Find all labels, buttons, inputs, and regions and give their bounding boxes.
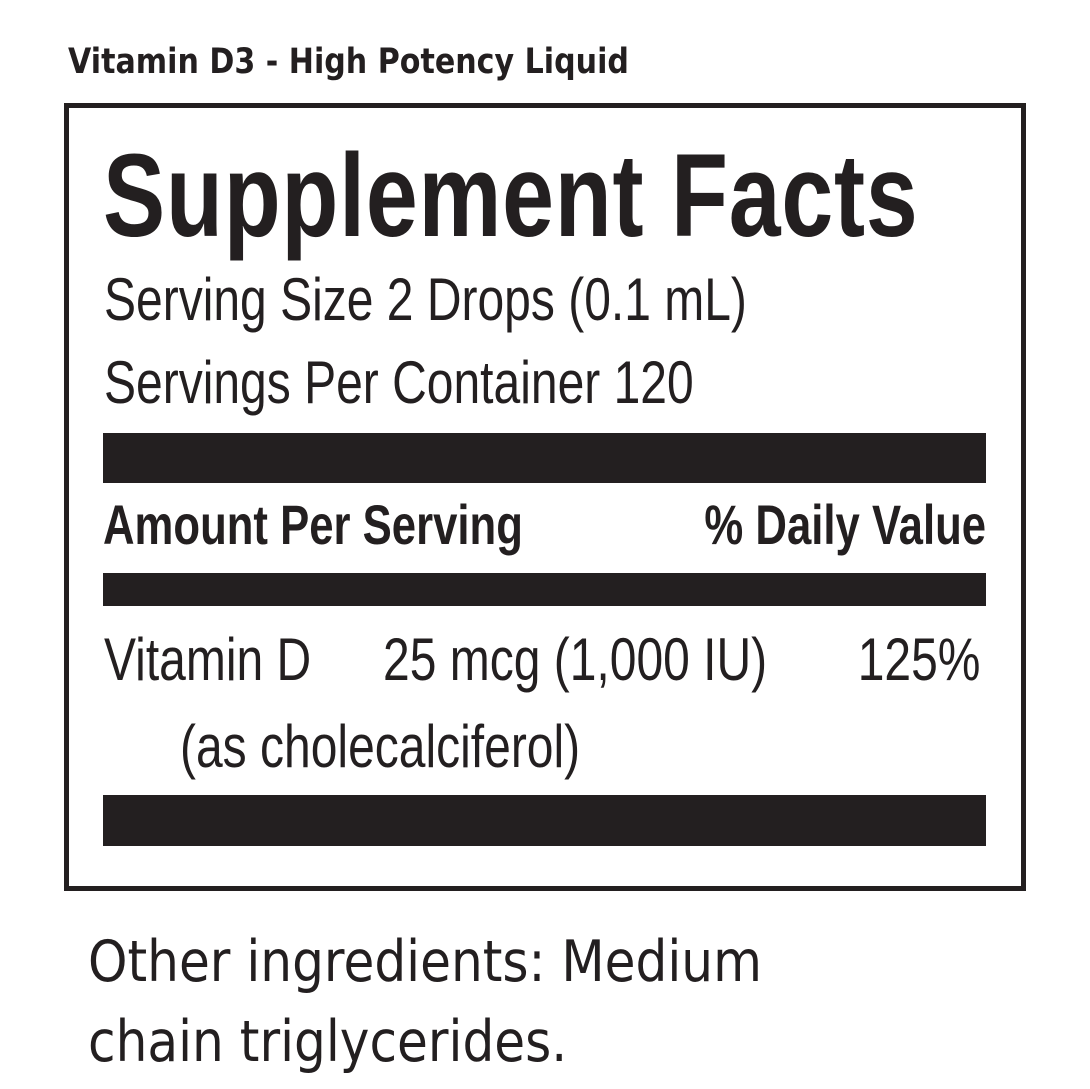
- servings-per-container: Servings Per Container 120: [104, 349, 694, 416]
- divider-bar: [103, 433, 986, 483]
- daily-value-header: % Daily Value: [704, 493, 986, 556]
- product-title: Vitamin D3 - High Potency Liquid: [68, 42, 629, 82]
- nutrient-amount: 25 mcg (1,000 IU): [383, 626, 768, 693]
- nutrient-source: (as cholecalciferol): [180, 713, 581, 780]
- amount-per-serving-header: Amount Per Serving: [103, 493, 523, 556]
- divider-bar: [103, 795, 986, 846]
- divider-bar: [103, 573, 986, 606]
- serving-size: Serving Size 2 Drops (0.1 mL): [104, 266, 747, 333]
- facts-heading: Supplement Facts: [103, 130, 919, 262]
- other-ingredients: Other ingredients: Medium chain triglyce…: [88, 929, 762, 1075]
- nutrient-daily-value: 125%: [857, 626, 980, 693]
- nutrient-name: Vitamin D: [104, 626, 312, 693]
- supplement-facts-panel: [64, 103, 1026, 891]
